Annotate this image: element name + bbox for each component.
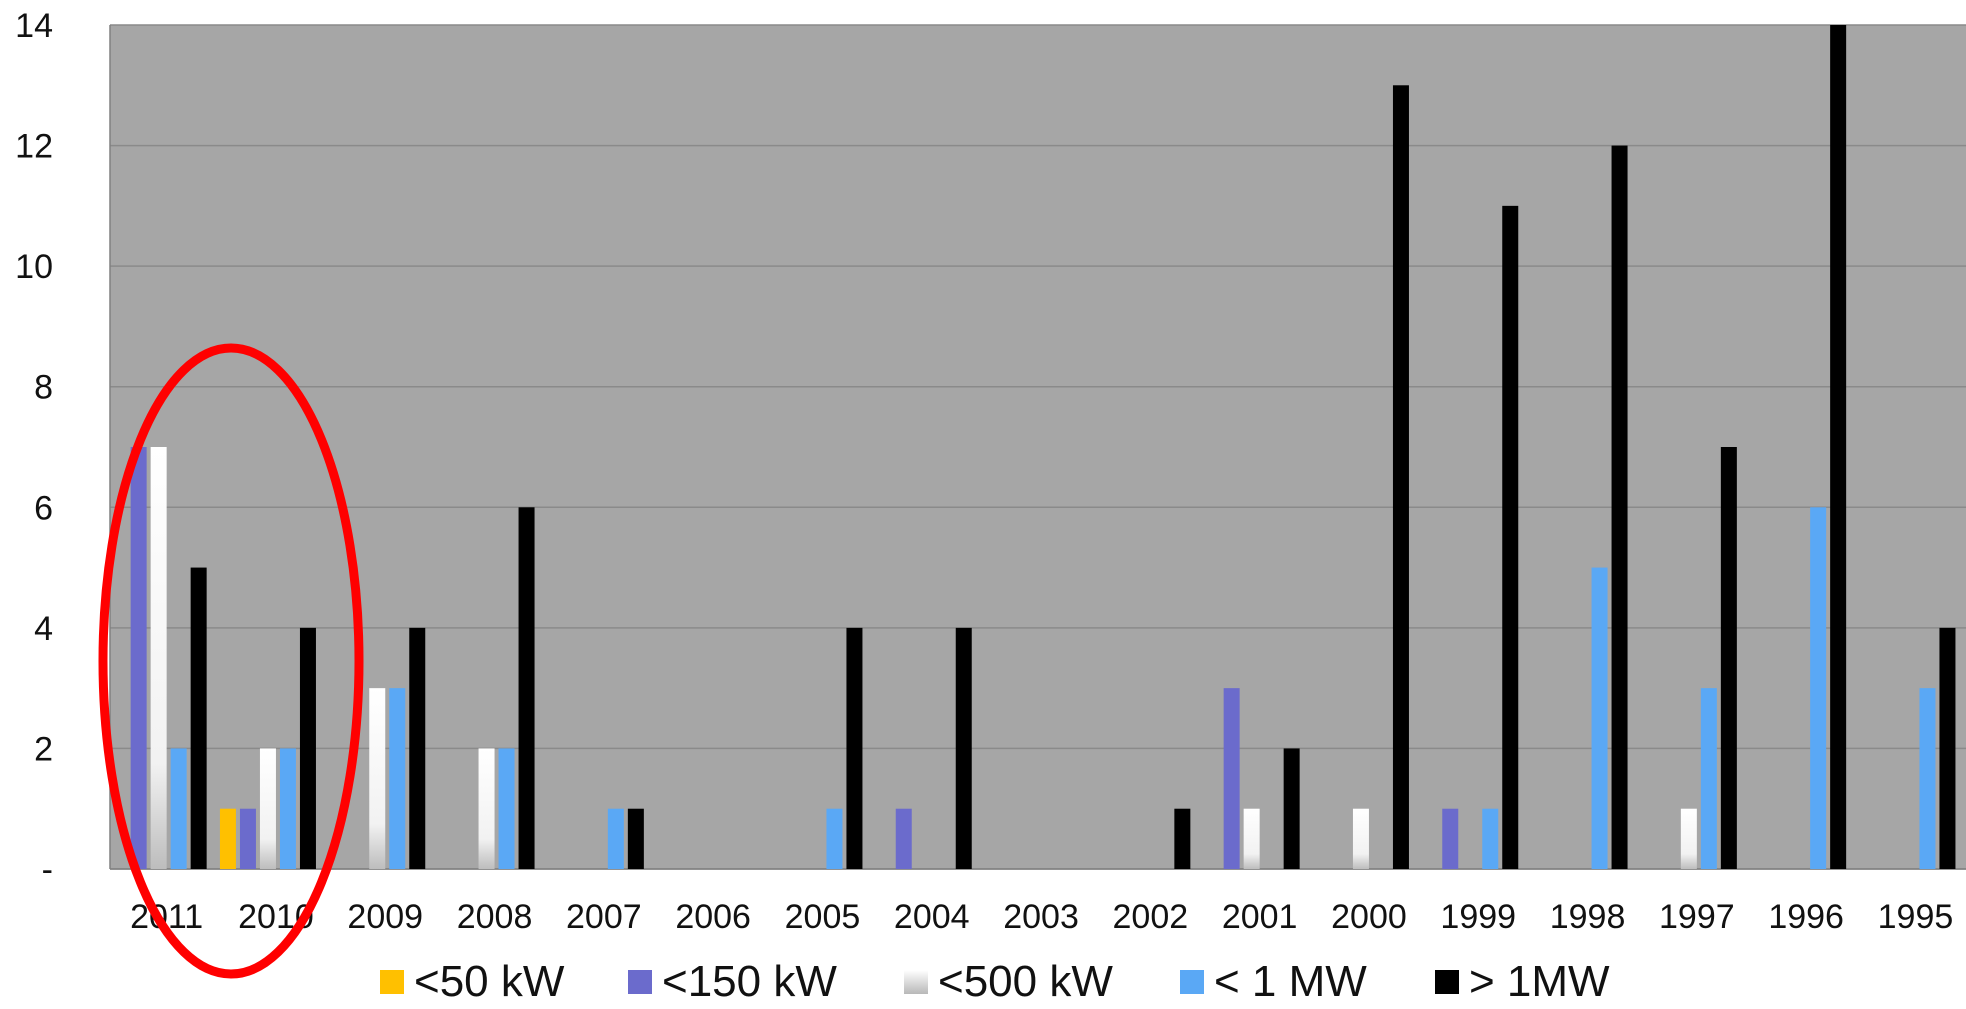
x-tick-label: 2009 xyxy=(347,898,423,936)
bars xyxy=(130,25,1956,870)
legend-label: <50 kW xyxy=(414,957,565,1006)
plot-area xyxy=(110,25,1966,869)
x-tick-label: 2002 xyxy=(1113,898,1189,936)
bar-2010-series-1 xyxy=(219,808,236,869)
y-axis-ticks: - 2 4 6 8 10 12 14 xyxy=(15,7,53,889)
bar-1998-series-5 xyxy=(1611,145,1628,870)
legend-label: < 1 MW xyxy=(1214,957,1367,1006)
bar-2011-series-2 xyxy=(130,447,147,869)
x-tick-label: 2000 xyxy=(1331,898,1407,936)
bar-2007-series-5 xyxy=(627,808,644,869)
x-tick-label: 2004 xyxy=(894,898,970,936)
bar-2005-series-4 xyxy=(826,808,843,869)
x-tick-label: 2007 xyxy=(566,898,642,936)
bar-1999-series-4 xyxy=(1482,808,1499,869)
bar-2009-series-3 xyxy=(369,688,386,869)
x-tick-label: 2005 xyxy=(785,898,861,936)
bar-2008-series-5 xyxy=(518,507,535,869)
y-tick-label: 6 xyxy=(34,489,53,527)
bar-2001-series-2 xyxy=(1223,688,1240,869)
bar-2008-series-3 xyxy=(478,748,495,869)
bar-2002-series-5 xyxy=(1174,808,1191,869)
bar-2009-series-4 xyxy=(389,688,406,869)
bar-2011-series-5 xyxy=(190,567,207,869)
bar-2004-series-2 xyxy=(895,808,912,869)
x-tick-label: 2008 xyxy=(457,898,533,936)
y-tick-label: 14 xyxy=(15,7,53,45)
bar-2005-series-5 xyxy=(846,627,863,869)
legend-label: <150 kW xyxy=(662,957,837,1006)
bar-1995-series-4 xyxy=(1919,688,1936,869)
bar-2009-series-5 xyxy=(409,627,426,869)
x-axis-ticks: 2011 2010 2009 2008 2007 2006 2005 2004 2003 2002… xyxy=(130,898,1953,936)
bar-1997-series-4 xyxy=(1700,688,1717,869)
legend-swatch xyxy=(628,970,652,994)
x-tick-label: 1999 xyxy=(1440,898,1516,936)
bar-2001-series-3 xyxy=(1243,808,1260,869)
legend: <50 kW <150 kW <500 kW < 1 MW > 1MW xyxy=(380,957,1610,1006)
bar-1997-series-3 xyxy=(1680,808,1697,869)
y-tick-label: 4 xyxy=(34,610,53,648)
legend-label: > 1MW xyxy=(1469,957,1610,1006)
x-tick-label: 2003 xyxy=(1003,898,1079,936)
x-tick-label: 1995 xyxy=(1878,898,1954,936)
bar-2000-series-3 xyxy=(1352,808,1369,869)
bar-2011-series-3 xyxy=(150,447,167,869)
bar-2008-series-4 xyxy=(498,748,515,869)
x-tick-label: 1997 xyxy=(1659,898,1735,936)
x-tick-label: 2006 xyxy=(675,898,751,936)
bar-1998-series-4 xyxy=(1591,567,1608,869)
legend-label: <500 kW xyxy=(938,957,1113,1006)
bar-2004-series-5 xyxy=(955,627,972,869)
x-tick-label: 1998 xyxy=(1550,898,1626,936)
bar-1999-series-2 xyxy=(1442,808,1459,869)
y-tick-label: 10 xyxy=(15,248,53,286)
bar-2000-series-5 xyxy=(1392,85,1409,870)
legend-swatch xyxy=(904,970,928,994)
bar-1996-series-5 xyxy=(1830,25,1847,869)
bar-1996-series-4 xyxy=(1810,507,1827,869)
legend-swatch xyxy=(1435,970,1459,994)
y-tick-label: - xyxy=(42,851,53,889)
y-tick-label: 12 xyxy=(15,128,53,166)
bar-2010-series-5 xyxy=(299,627,316,869)
bar-2010-series-3 xyxy=(259,748,276,869)
bar-1995-series-5 xyxy=(1939,627,1956,869)
bar-1997-series-5 xyxy=(1720,447,1737,869)
bar-2007-series-4 xyxy=(607,808,624,869)
y-tick-label: 8 xyxy=(34,369,53,407)
legend-swatch xyxy=(380,970,404,994)
bar-1999-series-5 xyxy=(1502,205,1519,869)
bar-2010-series-4 xyxy=(279,748,296,869)
x-tick-label: 2001 xyxy=(1222,898,1298,936)
x-tick-label: 1996 xyxy=(1768,898,1844,936)
highlight-ellipse xyxy=(98,343,364,979)
bar-2010-series-2 xyxy=(239,808,256,869)
y-tick-label: 2 xyxy=(34,730,53,768)
bar-2001-series-5 xyxy=(1283,748,1300,869)
bar-2011-series-4 xyxy=(170,748,187,869)
legend-swatch xyxy=(1180,970,1204,994)
